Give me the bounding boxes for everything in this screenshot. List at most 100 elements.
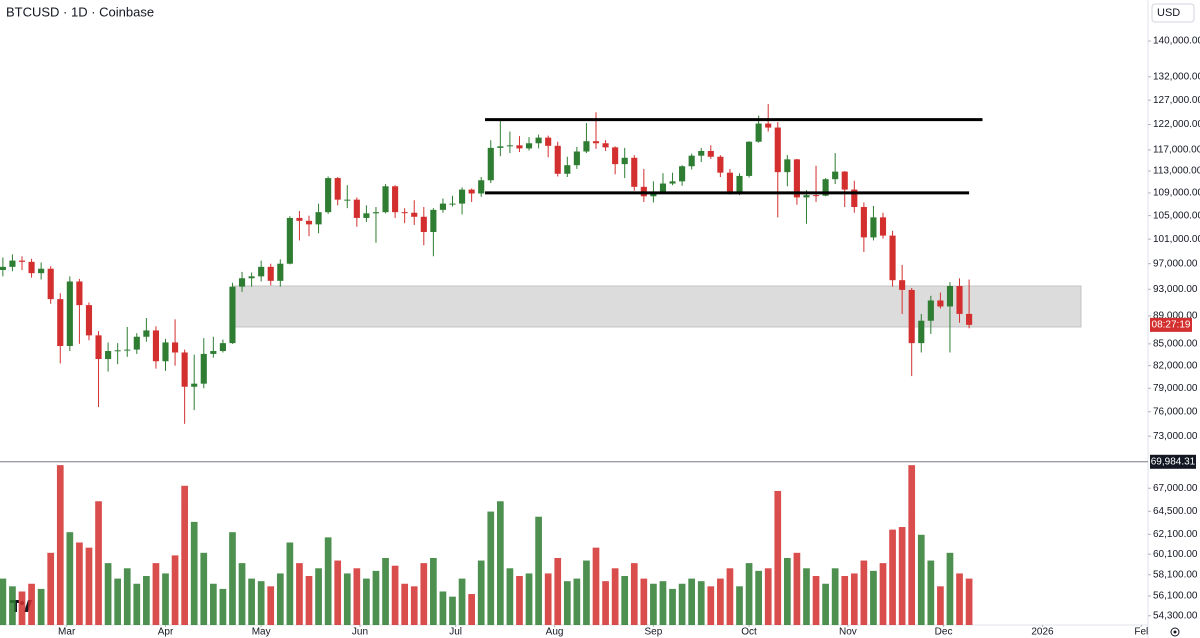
volume-bar [334, 560, 342, 625]
y-tick-label: 97,000.00 [1153, 258, 1198, 269]
candle-body [334, 178, 341, 200]
y-tick-label: 132,000.00 [1153, 71, 1200, 82]
candle-body [612, 147, 619, 165]
volume-bar [841, 576, 849, 625]
candles [0, 104, 973, 424]
y-tick-label: 60,100.00 [1153, 549, 1198, 560]
volume-bar [850, 573, 858, 625]
x-tick-label: 2026 [1031, 627, 1054, 638]
candle-body [191, 383, 198, 387]
y-tick-label: 127,000.00 [1153, 95, 1200, 106]
candle-body [851, 189, 858, 208]
settings-icon[interactable] [1170, 627, 1180, 637]
volume-bar [410, 586, 418, 625]
candle-body [755, 123, 762, 142]
candle-body [152, 330, 159, 362]
volume-bar [420, 563, 428, 625]
y-tick-label: 85,000.00 [1153, 338, 1198, 349]
volume-bar [583, 560, 590, 625]
candle-body [592, 141, 600, 144]
y-tick-label: 76,000.00 [1153, 406, 1198, 417]
chart-title: BTCUSD · 1D · Coinbase [6, 4, 154, 19]
volume-bar [535, 516, 542, 625]
y-tick-label: 79,000.00 [1153, 383, 1198, 394]
currency-button[interactable] [1151, 3, 1195, 23]
volume-bar [363, 578, 370, 625]
volume-bar [506, 568, 514, 625]
volume-bar [449, 596, 456, 625]
volume-bar [401, 583, 409, 625]
candle-body [430, 209, 437, 233]
volume-bar [688, 578, 696, 625]
y-tick-label: 58,100.00 [1153, 569, 1198, 580]
x-tick-label: Apr [158, 627, 174, 638]
volume-bar [430, 557, 437, 625]
volume-bar [736, 586, 743, 625]
candle-body [219, 343, 226, 352]
volume-bar [47, 552, 55, 625]
candle-body [353, 199, 360, 218]
volume-bar [678, 583, 686, 625]
x-tick-label: Fel [1134, 627, 1148, 638]
volume-bar [152, 563, 160, 625]
candle-body [401, 212, 408, 214]
volume-bar [544, 573, 552, 625]
candle-body [439, 203, 446, 210]
candle-body [258, 266, 265, 277]
volume-bar [209, 583, 217, 625]
last-price-box [1150, 317, 1192, 332]
y-tick-label: 89,000.00 [1153, 311, 1198, 322]
volume-bar [305, 576, 313, 625]
volume-bar [640, 578, 648, 625]
y-tick-label: 62,100.00 [1153, 529, 1198, 540]
volume-bar [774, 490, 782, 625]
volume-bar [219, 588, 227, 625]
volume-bar [296, 563, 303, 625]
volume-bar [803, 568, 810, 625]
volume-bar [822, 583, 829, 625]
candle-body [487, 147, 494, 181]
volume-bar [592, 547, 600, 625]
candle-body [774, 127, 781, 173]
candle-body [105, 351, 112, 360]
candle-body [746, 141, 753, 176]
countdown: 08:27:19 [1152, 320, 1191, 331]
candle-body [506, 145, 513, 147]
volume-bar [66, 532, 74, 625]
candle-body [478, 180, 485, 194]
candle-body [172, 342, 179, 353]
candle-body [966, 313, 973, 325]
volume-bar [659, 581, 667, 625]
y-tick-label: 93,000.00 [1153, 284, 1198, 295]
volume-bar [37, 588, 45, 625]
y-tick-label: 64,500.00 [1153, 506, 1198, 517]
crosshair-label-box [1150, 454, 1196, 469]
candle-body [908, 289, 915, 344]
volume-bar [104, 563, 112, 625]
candle-body [229, 286, 236, 344]
volume-bar [602, 581, 609, 625]
volume-bar [917, 534, 925, 625]
candle-body [927, 300, 934, 321]
candle-body [726, 172, 733, 193]
volume-bars [0, 465, 973, 625]
candle-body [411, 212, 418, 217]
candle-body [315, 212, 322, 225]
currency[interactable]: USD [1157, 7, 1180, 19]
candle-body [305, 220, 313, 225]
volume-bar [76, 542, 83, 625]
candle-body [946, 286, 954, 307]
volume-bar [764, 568, 772, 625]
volume-bar [889, 529, 896, 625]
candle-body [449, 203, 456, 205]
volume-bar [697, 581, 705, 625]
volume-bar [85, 547, 93, 625]
volume-bar [468, 594, 475, 625]
x-tick-label: Oct [741, 627, 757, 638]
y-tick-label: 140,000.00 [1153, 36, 1200, 47]
volume-bar [9, 586, 16, 625]
volume-bar [238, 563, 246, 625]
volume-bar [123, 568, 131, 625]
candle-body [841, 171, 848, 190]
